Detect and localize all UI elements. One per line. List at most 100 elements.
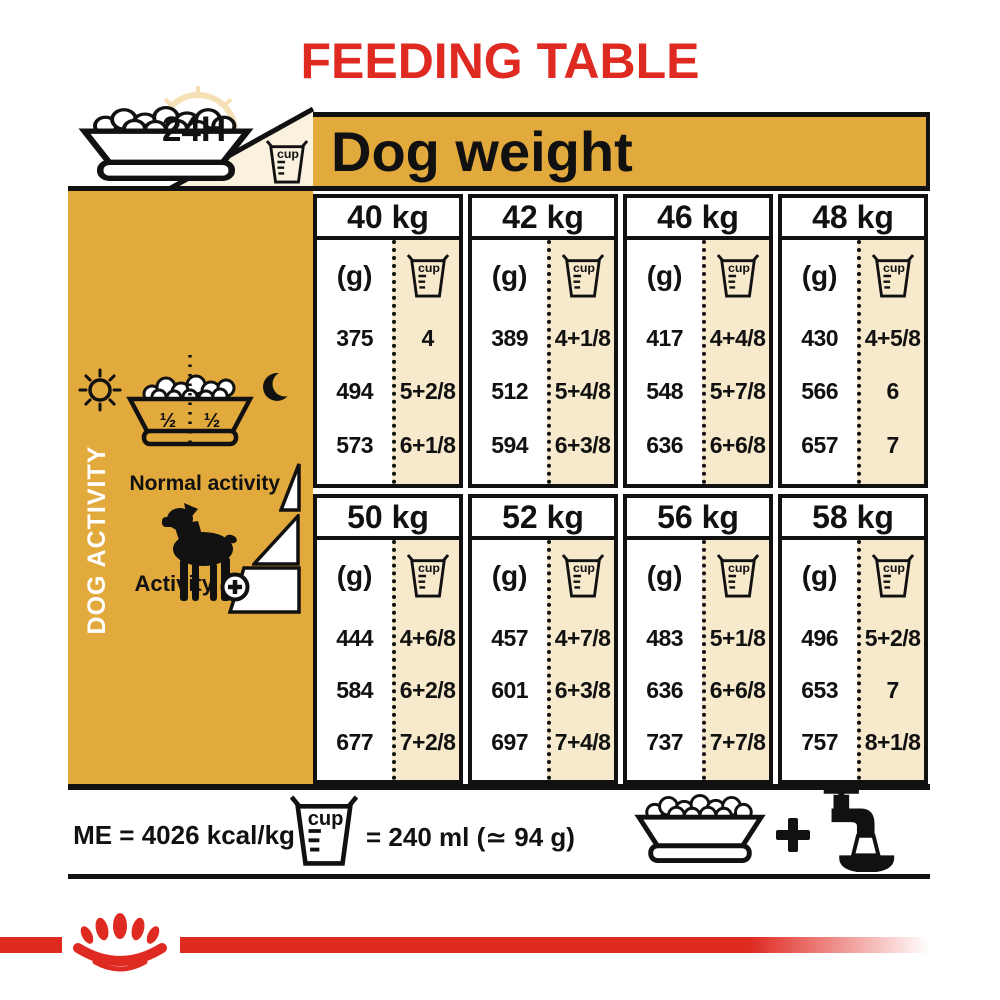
cups-value: 8+1/8: [864, 728, 921, 755]
table-bottom-line: [68, 784, 930, 790]
cups-value: 4: [421, 325, 434, 352]
weight-data-box: (g) 417 548 636 cup 4+4/8 5+7/8 6+6/8: [623, 240, 773, 488]
weight-data-box: (g) 375 494 573 cup 4 5+2/8 6+1/8: [313, 240, 463, 488]
svg-text:cup: cup: [573, 561, 595, 575]
weight-header: 46 kg: [623, 194, 773, 240]
weight-data-box: (g) 430 566 657 cup 4+5/8 6 7: [778, 240, 928, 488]
grams-value: 657: [801, 431, 839, 458]
cups-value: 6+3/8: [554, 431, 611, 458]
grams-unit-label: (g): [801, 560, 838, 591]
dog-activity-sidebar: DOG ACTIVITY ½ ½: [68, 191, 313, 784]
grams-value: 494: [336, 378, 374, 405]
svg-text:½: ½: [160, 410, 177, 432]
dog-silhouette-icon: [162, 503, 237, 601]
grams-value: 566: [801, 378, 839, 405]
brand-paw-logo: [73, 913, 167, 972]
grams-column: (g) 375 494 573: [317, 240, 392, 484]
cups-value: 7+4/8: [554, 728, 611, 755]
24h-label: 24H: [162, 110, 227, 149]
cup-icon: cup: [872, 252, 914, 300]
cup-icon: cup: [407, 252, 449, 300]
cups-column: cup 4+5/8 6 7: [857, 240, 924, 484]
activity-plus-label: Activity: [134, 571, 214, 596]
plus-circle-icon: [220, 572, 250, 602]
cups-value: 7+2/8: [399, 728, 456, 755]
weight-header: 58 kg: [778, 494, 928, 540]
cup-icon: cup: [266, 138, 308, 186]
cups-value: 5+4/8: [554, 378, 611, 405]
cup-icon: cup: [872, 552, 914, 600]
weight-column: 46 kg (g) 417 548 636 cup 4+4/8 5+7/8 6+…: [623, 194, 773, 488]
red-bar-fade: [180, 937, 930, 953]
grams-column: (g) 483 636 737: [627, 540, 702, 780]
cups-column: cup 4+6/8 6+2/8 7+2/8: [392, 540, 459, 780]
cup-icon: cup: [717, 552, 759, 600]
svg-text:cup: cup: [573, 261, 595, 275]
svg-text:½: ½: [204, 410, 221, 432]
cups-column: cup 5+2/8 7 8+1/8: [857, 540, 924, 780]
water-tap-icon: [823, 783, 895, 872]
grams-value: 601: [491, 676, 529, 703]
normal-activity-label: Normal activity: [129, 472, 280, 495]
medium-ramp-icon: [252, 514, 300, 566]
cup-equivalence-label: = 240 ml (≃ 94 g): [366, 822, 575, 852]
page-title: FEEDING TABLE: [300, 33, 700, 89]
small-ramp-icon: [279, 463, 301, 512]
half-bowl-icon: ½ ½: [126, 355, 254, 447]
cups-column: cup 4+7/8 6+3/8 7+4/8: [547, 540, 614, 780]
grams-value: 548: [646, 378, 684, 405]
cups-column: cup 4+1/8 5+4/8 6+3/8: [547, 240, 614, 484]
svg-text:cup: cup: [277, 147, 299, 161]
weight-column: 52 kg (g) 457 601 697 cup 4+7/8 6+3/8 7+…: [468, 494, 618, 784]
grams-value: 636: [646, 431, 684, 458]
cups-value: 5+2/8: [399, 378, 456, 405]
cups-value: 6+2/8: [399, 676, 456, 703]
cups-value: 4+5/8: [864, 325, 921, 352]
cups-value: 4+4/8: [709, 325, 766, 352]
grams-unit-label: (g): [646, 560, 683, 591]
svg-text:cup: cup: [418, 561, 440, 575]
cup-icon: cup: [407, 552, 449, 600]
svg-text:cup: cup: [883, 261, 905, 275]
cups-value: 5+2/8: [864, 624, 921, 651]
svg-text:cup: cup: [308, 808, 344, 830]
weight-header: 42 kg: [468, 194, 618, 240]
svg-text:cup: cup: [728, 561, 750, 575]
weight-column: 58 kg (g) 496 653 757 cup 5+2/8 7 8+1/8: [778, 494, 928, 784]
grams-column: (g) 389 512 594: [472, 240, 547, 484]
grams-value: 573: [336, 431, 374, 458]
grams-column: (g) 417 548 636: [627, 240, 702, 484]
grams-unit-label: (g): [336, 260, 373, 291]
dog-weight-header: Dog weight: [313, 112, 930, 191]
cups-column: cup 5+1/8 6+6/8 7+7/8: [702, 540, 769, 780]
grams-value: 457: [491, 624, 529, 651]
weight-data-box: (g) 444 584 677 cup 4+6/8 6+2/8 7+2/8: [313, 540, 463, 784]
weight-column: 50 kg (g) 444 584 677 cup 4+6/8 6+2/8 7+…: [313, 494, 463, 784]
grams-value: 737: [646, 728, 684, 755]
cup-icon: cup: [717, 252, 759, 300]
cup-icon: cup: [562, 252, 604, 300]
cups-value: 6: [886, 378, 899, 405]
cups-value: 4+1/8: [554, 325, 611, 352]
grams-value: 677: [336, 728, 374, 755]
cup-icon: cup: [562, 552, 604, 600]
cups-value: 6+3/8: [554, 676, 611, 703]
grams-value: 584: [336, 676, 374, 703]
weight-data-box: (g) 496 653 757 cup 5+2/8 7 8+1/8: [778, 540, 928, 784]
grams-unit-label: (g): [336, 560, 373, 591]
cups-value: 7: [886, 676, 899, 703]
cups-value: 4+6/8: [399, 624, 456, 651]
cups-column: cup 4 5+2/8 6+1/8: [392, 240, 459, 484]
weight-column: 56 kg (g) 483 636 737 cup 5+1/8 6+6/8 7+…: [623, 494, 773, 784]
dog-activity-label: DOG ACTIVITY: [83, 445, 111, 635]
svg-text:cup: cup: [418, 261, 440, 275]
grams-unit-label: (g): [801, 260, 838, 291]
weight-header: 50 kg: [313, 494, 463, 540]
weight-column: 48 kg (g) 430 566 657 cup 4+5/8 6 7: [778, 194, 928, 488]
weight-data-box: (g) 483 636 737 cup 5+1/8 6+6/8 7+7/8: [623, 540, 773, 784]
cups-value: 7+7/8: [709, 728, 766, 755]
svg-text:cup: cup: [883, 561, 905, 575]
weight-header: 52 kg: [468, 494, 618, 540]
grams-unit-label: (g): [491, 560, 528, 591]
